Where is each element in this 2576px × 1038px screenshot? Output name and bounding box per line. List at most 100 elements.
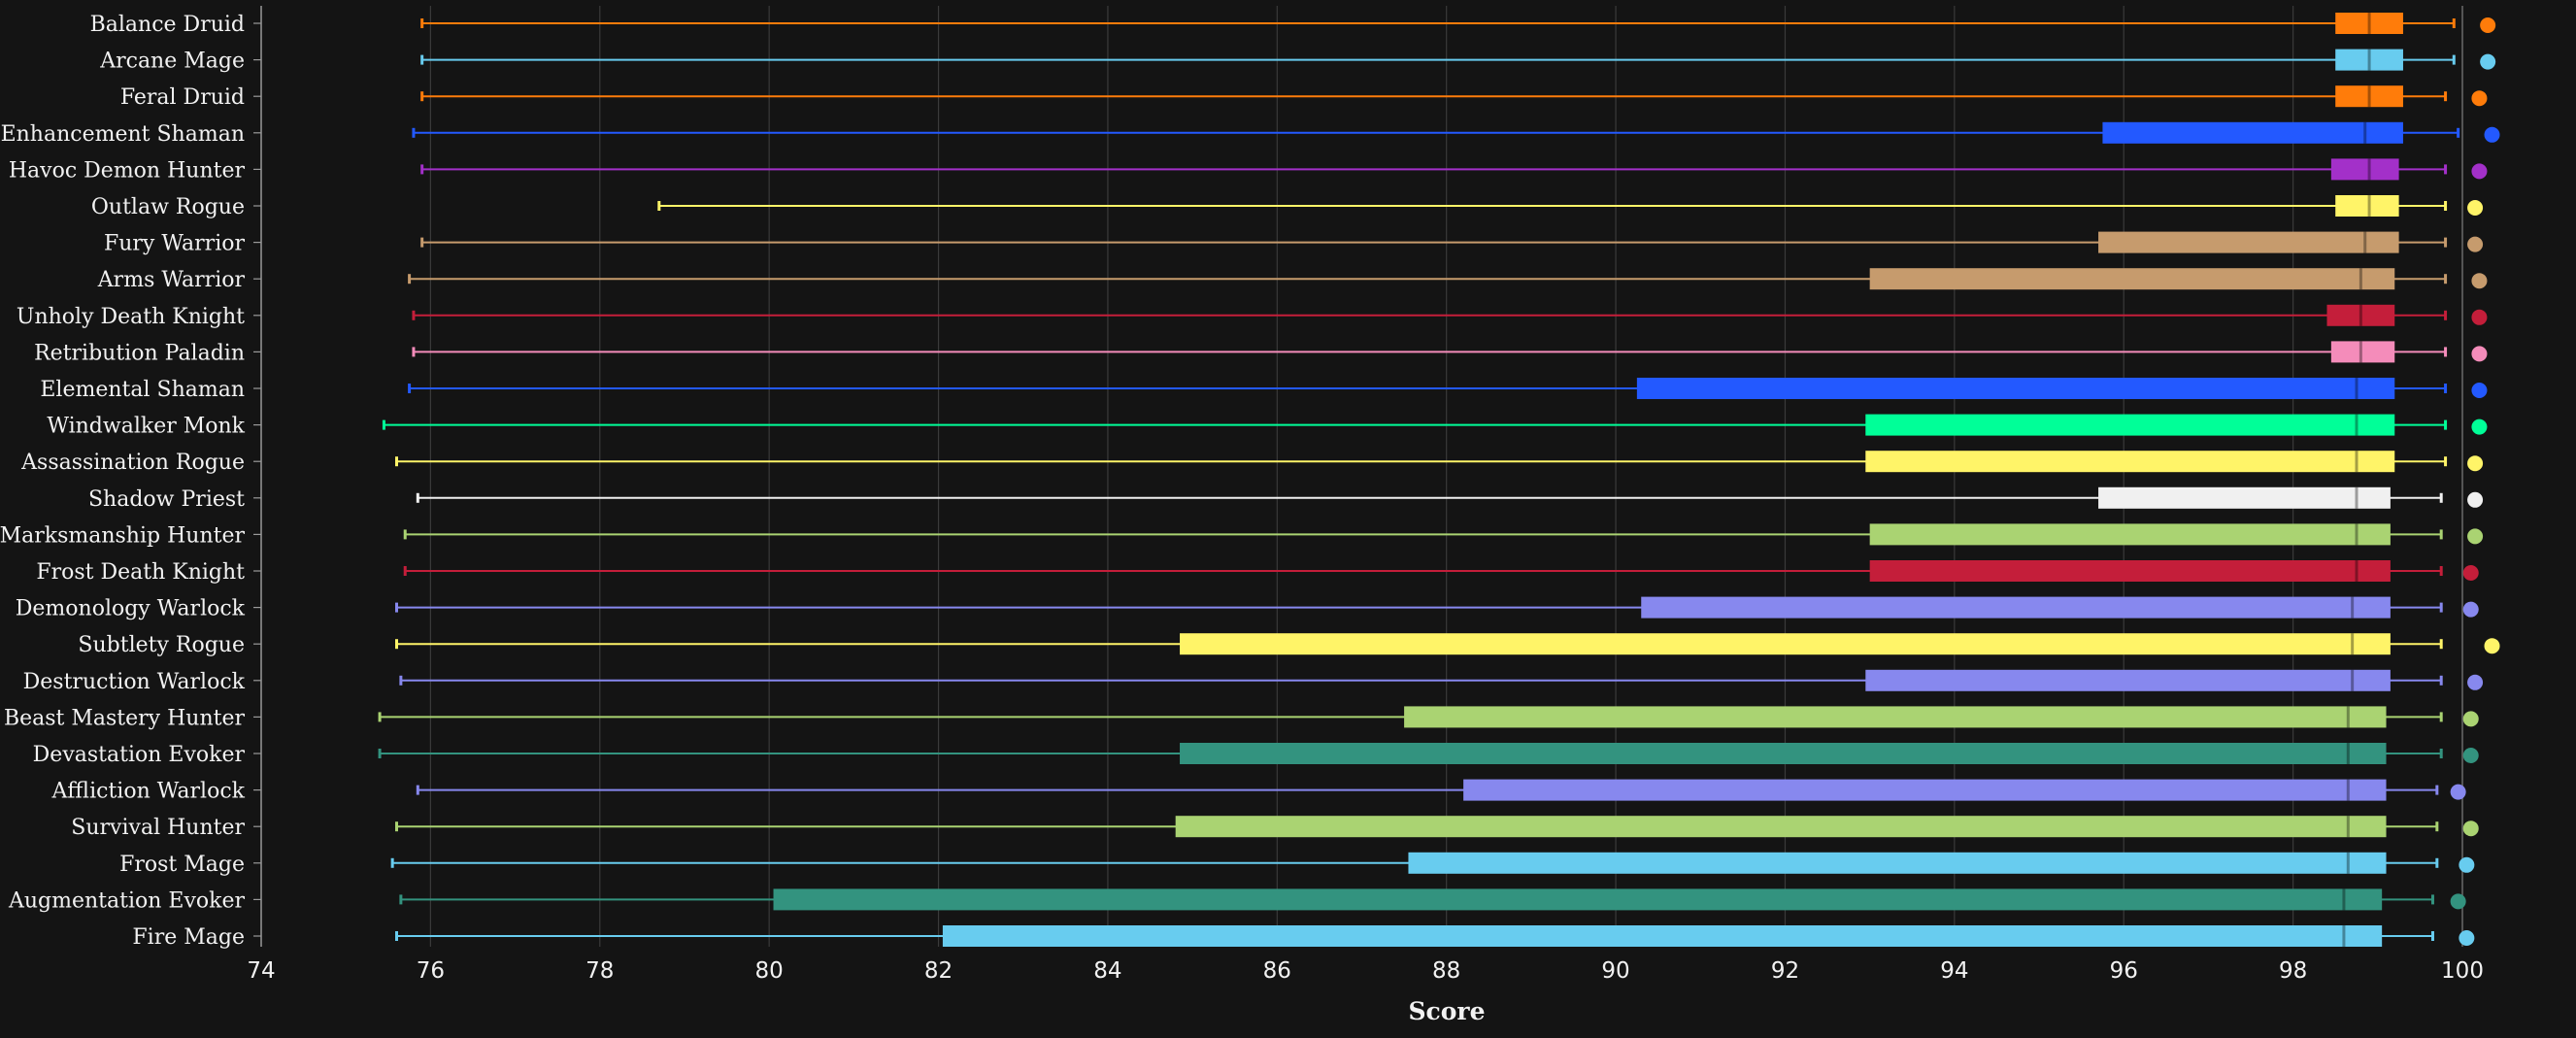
box xyxy=(1404,706,2387,728)
outlier-point xyxy=(2462,601,2479,618)
outlier-point xyxy=(2471,163,2488,180)
box-series-subtlety-rogue xyxy=(395,633,2500,655)
box-series-destruction-warlock xyxy=(399,669,2484,691)
box xyxy=(2335,49,2403,71)
category-labels: Balance Druid Arcane Mage Feral Druid Enhan… xyxy=(0,13,246,950)
box xyxy=(1865,414,2395,436)
category-label: Subtlety Rogue xyxy=(78,633,245,657)
box xyxy=(2335,195,2399,217)
box-series-feral-druid xyxy=(420,85,2488,108)
outlier-point xyxy=(2484,638,2500,654)
x-tick-label: 86 xyxy=(1263,958,1291,984)
category-label: Marksmanship Hunter xyxy=(0,523,245,548)
category-label: Retribution Paladin xyxy=(34,341,245,365)
outlier-point xyxy=(2450,784,2466,800)
box xyxy=(1175,816,2387,838)
box-series-arms-warrior xyxy=(408,268,2488,290)
category-label: Balance Druid xyxy=(90,13,245,37)
category-label: Assassination Rogue xyxy=(20,451,245,475)
box-series-enhancement-shaman xyxy=(412,121,2500,144)
box-series-havoc-demon-hunter xyxy=(420,158,2488,181)
box xyxy=(1636,378,2395,399)
x-tick-label: 74 xyxy=(247,958,275,984)
outlier-point xyxy=(2462,748,2479,763)
outlier-point xyxy=(2467,528,2484,545)
box xyxy=(2330,341,2395,363)
category-label: Frost Death Knight xyxy=(36,560,245,585)
category-label: Frost Mage xyxy=(119,853,245,877)
axes: 74 76 78 80 82 84 86 88 90 92 94 96 98 100 xyxy=(247,6,2484,984)
box-series-elemental-shaman xyxy=(408,378,2488,399)
x-tick-label: 76 xyxy=(417,958,445,984)
x-tick-label: 92 xyxy=(1771,958,1799,984)
x-tick-label: 84 xyxy=(1093,958,1121,984)
box-series-frost-mage xyxy=(390,852,2475,874)
box xyxy=(2335,85,2403,108)
category-label: Fury Warrior xyxy=(104,232,246,256)
box xyxy=(1865,451,2395,473)
category-label: Feral Druid xyxy=(120,85,245,110)
box xyxy=(2326,304,2395,326)
box-series-arcane-mage xyxy=(420,49,2496,71)
category-label: Unholy Death Knight xyxy=(17,305,245,329)
box-series-assassination-rogue xyxy=(395,451,2484,473)
category-label: Windwalker Monk xyxy=(47,415,245,439)
box xyxy=(942,925,2383,947)
box-series-beast-mastery-hunter xyxy=(378,706,2479,728)
box xyxy=(1869,560,2391,582)
outlier-point xyxy=(2480,53,2496,70)
category-label: Arms Warrior xyxy=(97,268,246,292)
category-label: Fire Mage xyxy=(132,925,245,950)
x-tick-label: 100 xyxy=(2441,958,2484,984)
category-label: Shadow Priest xyxy=(88,487,245,512)
category-label: Augmentation Evoker xyxy=(8,888,246,913)
box xyxy=(1180,743,2387,764)
x-tick-label: 98 xyxy=(2279,958,2307,984)
box-series-fury-warrior xyxy=(420,231,2484,253)
box-series-unholy-death-knight xyxy=(412,304,2488,326)
outlier-point xyxy=(2471,273,2488,289)
box-series-balance-druid xyxy=(420,13,2496,34)
outlier-point xyxy=(2467,455,2484,472)
box-series-devastation-evoker xyxy=(378,743,2479,764)
box xyxy=(1180,633,2391,655)
box xyxy=(2335,13,2403,34)
category-label: Arcane Mage xyxy=(99,50,245,74)
category-label: Affliction Warlock xyxy=(51,780,246,804)
box-series-outlaw-rogue xyxy=(657,195,2484,217)
category-label: Beast Mastery Hunter xyxy=(4,706,246,730)
box-series-frost-death-knight xyxy=(403,560,2479,582)
box xyxy=(1869,523,2391,546)
outlier-point xyxy=(2462,565,2479,581)
outlier-point xyxy=(2467,491,2484,508)
category-label: Destruction Warlock xyxy=(23,670,246,694)
category-label: Outlaw Rogue xyxy=(91,195,245,219)
box xyxy=(1463,779,2387,801)
outlier-point xyxy=(2484,126,2500,143)
box-series-shadow-priest xyxy=(416,486,2484,509)
box-series-marksmanship-hunter xyxy=(403,523,2484,546)
outlier-point xyxy=(2467,674,2484,690)
category-label: Devastation Evoker xyxy=(33,743,246,767)
outlier-point xyxy=(2459,930,2475,946)
outlier-point xyxy=(2462,711,2479,727)
x-tick-label: 90 xyxy=(1601,958,1629,984)
box-series-affliction-warlock xyxy=(416,779,2466,801)
box-series-windwalker-monk xyxy=(382,414,2488,436)
outlier-point xyxy=(2459,856,2475,873)
outlier-point xyxy=(2471,309,2488,325)
x-tick-label: 96 xyxy=(2110,958,2138,984)
series-group xyxy=(378,13,2500,947)
outlier-point xyxy=(2480,17,2496,33)
category-label: Demonology Warlock xyxy=(16,597,246,621)
category-label: Survival Hunter xyxy=(71,816,245,840)
outlier-point xyxy=(2471,346,2488,362)
outlier-point xyxy=(2471,383,2488,398)
box xyxy=(1865,669,2391,691)
box xyxy=(773,888,2383,911)
outlier-point xyxy=(2467,200,2484,216)
x-tick-label: 78 xyxy=(585,958,614,984)
box xyxy=(2098,231,2399,253)
